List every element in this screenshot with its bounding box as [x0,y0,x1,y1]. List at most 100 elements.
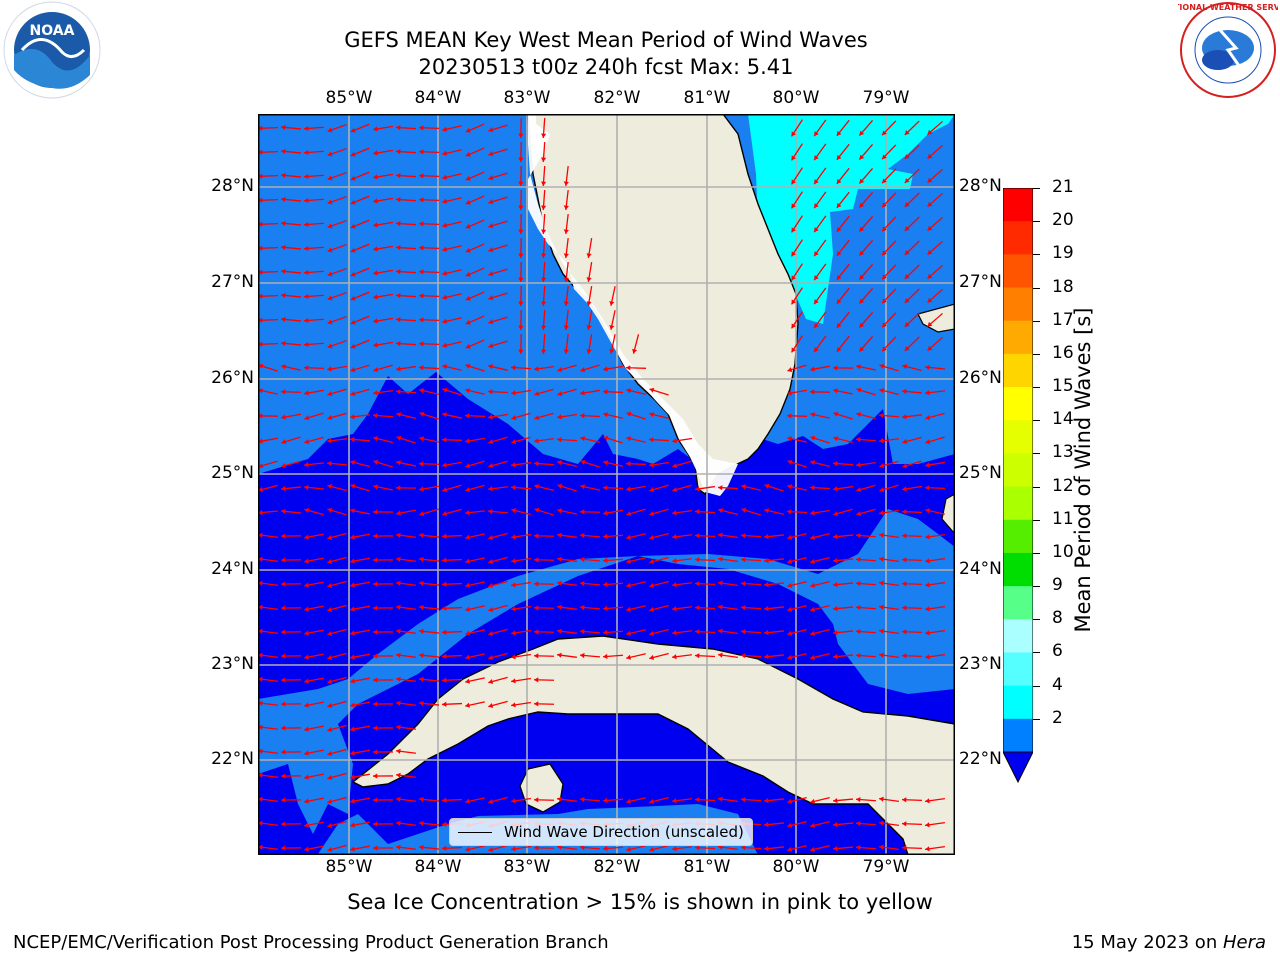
wind-direction-arrow [649,796,669,804]
wind-direction-arrow [257,772,279,778]
wind-direction-arrow [327,292,347,301]
wind-direction-arrow [810,556,830,564]
wind-direction-arrow [813,287,827,305]
wind-direction-arrow [442,341,462,348]
colorbar-segment [1003,685,1033,720]
wind-direction-arrow [790,311,804,329]
wind-direction-arrow [257,796,279,802]
wind-direction-arrow [649,580,669,588]
wind-direction-arrow [541,309,547,331]
wind-direction-arrow [557,604,577,610]
wind-direction-arrow [327,148,347,157]
wind-direction-arrow [787,652,807,660]
wind-direction-arrow [465,195,485,205]
wind-direction-arrow [579,652,601,659]
wind-direction-arrow [518,237,524,259]
wind-direction-arrow [541,261,547,283]
wind-direction-arrow [327,724,347,732]
wind-direction-arrow [813,335,827,353]
wind-direction-arrow [257,820,279,826]
wind-direction-arrow [395,269,417,275]
wind-direction-arrow [790,263,804,281]
wind-direction-arrow [927,312,943,328]
wind-direction-arrow [563,189,569,211]
wind-direction-arrow [901,509,923,515]
wind-direction-arrow [810,844,830,852]
wind-direction-arrow [372,725,394,731]
wind-direction-arrow [280,316,302,323]
wind-direction-arrow [373,197,393,204]
graticule [258,114,955,855]
wind-direction-arrow [441,845,463,851]
wind-direction-arrow [280,749,302,755]
wind-direction-arrow [901,388,923,395]
wind-direction-arrow [372,845,394,851]
wind-direction-arrow [257,580,279,586]
wind-direction-arrow [579,532,601,539]
wind-direction-arrow [925,629,945,636]
wind-direction-arrow [787,628,807,636]
wind-direction-arrow [373,364,393,373]
wind-direction-arrow [327,340,347,349]
lon-tick-bottom: 84°W [414,857,462,877]
wind-direction-arrow [901,797,923,803]
wind-direction-arrow [695,485,715,492]
wind-direction-arrow [395,173,417,179]
wind-direction-arrow [488,364,508,371]
wind-direction-arrow [441,629,463,635]
wind-direction-arrow [718,652,738,659]
colorbar-tick-mark [1033,320,1040,322]
colorbar-tick-mark [1033,685,1040,687]
wind-direction-arrow [902,460,922,469]
wind-direction-arrow [257,724,279,730]
wind-direction-arrow [350,339,370,349]
wind-direction-arrow [671,630,693,636]
wind-direction-arrow [281,364,301,371]
wind-direction-arrow [855,797,877,803]
wind-direction-arrow [395,293,417,299]
wind-direction-arrow [694,605,716,611]
lat-tick-left: 26°N [211,368,254,388]
wind-direction-arrow [350,364,370,373]
wind-direction-arrow [649,844,669,852]
wind-direction-arrow [395,221,417,227]
wind-direction-arrow [832,557,854,564]
wind-direction-arrow [442,221,462,228]
wind-direction-arrow [609,286,616,306]
wind-direction-arrow [487,508,509,515]
wind-direction-arrow [465,677,485,684]
wind-direction-arrow [441,557,463,563]
wind-direction-arrow [881,144,897,160]
wind-direction-arrow [488,436,508,445]
wind-direction-arrow [579,844,601,851]
wind-direction-arrow [924,485,946,491]
wind-direction-arrow [280,725,302,731]
lat-tick-right: 22°N [959,749,1002,769]
wind-direction-arrow [441,797,463,803]
wind-direction-arrow [533,557,555,563]
wind-direction-arrow [563,333,569,355]
wind-direction-arrow [925,845,945,852]
colorbar-segment [1003,188,1033,222]
wind-direction-arrow [373,173,393,180]
footer-host: Hera [1222,932,1266,953]
wind-direction-arrow [372,413,394,419]
wind-direction-arrow [832,365,854,371]
colorbar-tick-mark [1033,254,1040,256]
wind-direction-arrow [396,435,416,444]
wind-direction-arrow [258,460,278,469]
wind-direction-arrow [350,821,370,828]
wind-direction-arrow [787,389,807,396]
wind-direction-arrow [649,652,669,660]
wind-direction-arrow [419,411,439,420]
wind-direction-arrow [257,125,279,131]
legend-label: Wind Wave Direction (unscaled) [504,823,744,841]
wind-direction-arrow [901,581,923,587]
wind-direction-arrow [879,628,899,635]
wind-direction-arrow [395,317,417,323]
wind-direction-arrow [904,264,920,280]
wind-direction-arrow [304,701,324,708]
wind-direction-arrow [418,676,440,682]
wind-direction-arrow [395,532,417,538]
wind-direction-arrow [856,484,876,493]
